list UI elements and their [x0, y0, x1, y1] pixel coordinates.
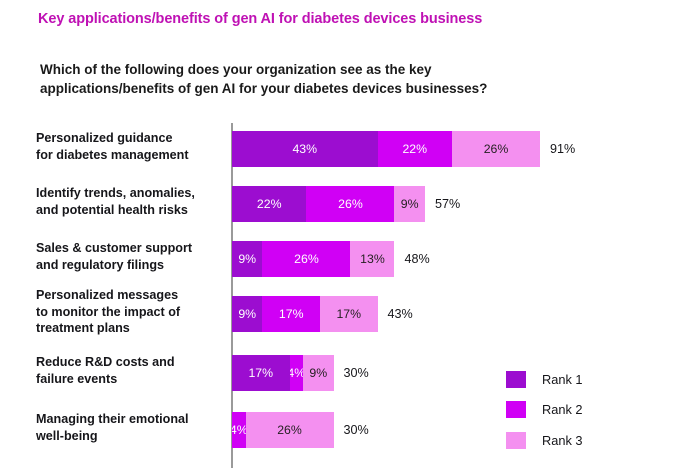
chart-axis-line — [231, 123, 233, 468]
category-label: Managing their emotional well-being — [36, 412, 189, 443]
bar-segment[interactable]: 26% — [262, 241, 351, 277]
stacked-bar[interactable]: 9% 26% 13% — [232, 241, 395, 277]
legend-swatch-icon — [506, 370, 526, 388]
bar-segment[interactable]: 9% — [232, 241, 263, 277]
category-label: Sales & customer support and regulatory … — [36, 241, 193, 272]
legend-item[interactable]: Rank 1 — [506, 364, 583, 395]
bar-segment-value: 17% — [336, 307, 362, 321]
page-title: Key applications/benefits of gen AI for … — [38, 11, 483, 27]
bar-segment-value: 9% — [238, 307, 257, 321]
bar-segment[interactable]: 26% — [245, 412, 334, 448]
bar-segment-value: 9% — [238, 252, 257, 266]
bar-segment[interactable]: 17% — [232, 355, 290, 391]
legend-item[interactable]: Rank 3 — [506, 425, 583, 456]
bar-segment-value: 26% — [277, 423, 302, 437]
bar-segment-value: 26% — [294, 252, 319, 266]
bar-segment-value: 26% — [483, 142, 509, 156]
legend-swatch-icon — [506, 401, 526, 419]
bar-segment[interactable]: 26% — [306, 186, 395, 222]
bar-segment[interactable]: 13% — [350, 241, 395, 277]
chart-question-text: Which of the following does your organiz… — [40, 62, 488, 96]
category-label: Personalized messages to monitor the imp… — [36, 288, 181, 335]
bar-total-label: 91% — [550, 142, 576, 156]
category-label: Identify trends, anomalies, and potentia… — [36, 186, 195, 217]
chart-row: Managing their emotional well-being 4% 26%… — [0, 412, 683, 448]
chart-row: Reduce R&D costs and failure events 17% 4%… — [0, 355, 683, 391]
bar-segment-value: 13% — [360, 252, 385, 266]
bar-segment[interactable]: 9% — [303, 355, 334, 391]
bar-segment[interactable]: 9% — [232, 296, 263, 332]
bar-segment-value: 9% — [309, 366, 328, 380]
bar-total-label: 43% — [387, 307, 413, 321]
stacked-bar[interactable]: 17% 4% 9% — [232, 355, 334, 391]
legend-label: Rank 2 — [542, 402, 583, 418]
bar-segment[interactable]: 22% — [232, 186, 307, 222]
bar-segment[interactable]: 43% — [232, 131, 378, 167]
bar-segment[interactable]: 17% — [319, 296, 378, 332]
bar-segment[interactable]: 9% — [394, 186, 425, 222]
category-label: Reduce R&D costs and failure events — [36, 355, 175, 386]
bar-segment-value: 17% — [248, 366, 274, 380]
stacked-bar[interactable]: 43% 22% 26% — [232, 131, 541, 167]
bar-segment[interactable]: 4% — [232, 412, 246, 448]
bar-segment-value: 22% — [402, 142, 428, 156]
stacked-bar[interactable]: 9% 17% 17% — [232, 296, 378, 332]
bar-total-label: 57% — [434, 197, 461, 211]
chart-row: Personalized messages to monitor the imp… — [0, 288, 683, 335]
bar-total-label: 30% — [343, 366, 369, 380]
bar-segment-value: 4% — [289, 366, 304, 380]
stacked-bar-chart: Personalized guidance for diabetes manag… — [0, 123, 683, 468]
bar-segment[interactable]: 17% — [262, 296, 320, 332]
bar-segment[interactable]: 26% — [452, 131, 541, 167]
stacked-bar[interactable]: 4% 26% — [232, 412, 334, 448]
bar-total-label: 48% — [404, 252, 430, 266]
legend-label: Rank 3 — [542, 432, 583, 448]
chart-row: Identify trends, anomalies, and potentia… — [0, 186, 683, 222]
bar-segment-value: 17% — [278, 307, 304, 321]
legend-item[interactable]: Rank 2 — [506, 395, 583, 426]
legend-swatch-icon — [506, 431, 526, 449]
chart-row: Sales & customer support and regulatory … — [0, 241, 683, 277]
bar-segment-value: 43% — [292, 142, 318, 156]
bar-segment-value: 26% — [338, 197, 363, 211]
category-label: Personalized guidance for diabetes manag… — [36, 131, 189, 162]
bar-segment-value: 4% — [232, 423, 246, 437]
bar-segment-value: 9% — [400, 197, 419, 211]
stacked-bar[interactable]: 22% 26% 9% — [232, 186, 425, 222]
chart-row: Personalized guidance for diabetes manag… — [0, 131, 683, 167]
chart-legend: Rank 1 Rank 2 Rank 3 — [506, 364, 583, 456]
bar-total-label: 30% — [343, 423, 369, 437]
legend-label: Rank 1 — [542, 371, 583, 387]
bar-segment[interactable]: 4% — [289, 355, 304, 391]
bar-segment[interactable]: 22% — [377, 131, 453, 167]
bar-segment-value: 22% — [256, 197, 282, 211]
